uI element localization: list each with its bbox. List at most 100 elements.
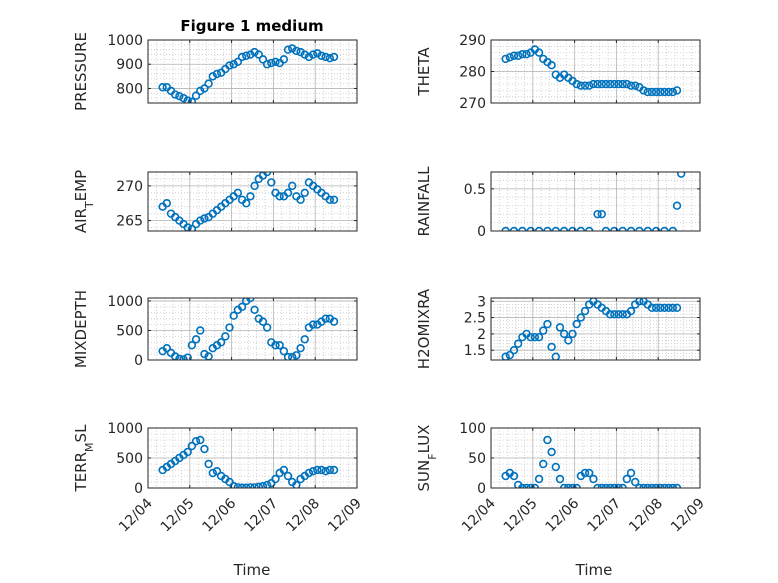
data-point [187,97,197,103]
y-tick-label: 1.5 [464,343,486,359]
data-point [668,226,678,231]
data-point [664,303,673,312]
data-point [308,50,318,59]
data-point [212,69,222,79]
data-point [626,306,636,316]
y-axis-label: TERRMSL [72,424,96,493]
data-point [271,57,280,67]
data-point [513,339,523,348]
data-point [325,195,335,204]
data-point [304,468,314,478]
data-point [179,355,188,360]
data-point [321,314,330,323]
data-point [254,50,263,59]
data-point [639,86,648,95]
data-point [296,47,305,57]
data-point [660,483,669,488]
y-tick-label: 500 [116,451,143,467]
series-markers [158,172,339,231]
x-axis-label-left: Time [233,561,271,579]
data-point [329,317,339,326]
data-point [559,226,569,231]
data-point [191,437,201,446]
data-point [526,483,535,488]
data-point [585,468,594,478]
data-point [200,444,209,454]
data-point [279,465,289,475]
data-point [250,483,259,488]
data-point [618,79,627,89]
data-point [258,317,268,326]
data-point [233,188,243,198]
data-point [275,341,284,350]
data-point [668,483,678,488]
data-point [547,342,556,352]
data-point [639,483,648,488]
data-point [568,329,577,339]
data-point [522,483,531,488]
panel-airtemp: 265 270 AIRTEMP [72,170,358,233]
data-point [501,352,510,360]
data-point [601,79,611,89]
y-tick-label: 3 [477,294,486,310]
data-point [631,81,640,90]
data-point [262,323,272,332]
y-axis-label: MIXDEPTH [72,290,90,368]
data-point [308,467,318,476]
data-point [593,209,602,219]
data-point [643,226,652,231]
data-point [576,226,586,231]
data-point [555,474,565,484]
data-point [262,60,272,69]
data-point [271,341,280,350]
y-tick-label: 2.5 [464,311,486,327]
data-point [242,51,251,60]
data-point [660,303,669,312]
data-point [518,49,527,59]
data-point [551,352,560,360]
data-point [196,435,205,445]
data-point [631,477,640,487]
data-point [518,483,527,488]
data-point [668,87,678,97]
y-tick-label: 50 [468,451,486,467]
data-point [622,474,632,484]
data-point [572,79,581,89]
data-point [304,52,314,62]
data-point [568,226,577,231]
data-point [660,226,669,231]
data-point [325,53,335,63]
data-point [580,468,590,478]
data-point [233,483,243,488]
data-point [501,226,510,231]
data-point [505,53,515,62]
data-point [258,482,268,488]
data-point [664,87,673,97]
data-point [618,226,627,231]
data-point [589,79,598,89]
data-point [200,214,209,223]
data-point [329,52,339,62]
data-point [183,96,192,103]
data-point [246,192,255,201]
data-point [651,87,661,97]
data-point [246,483,255,488]
data-point [518,226,527,231]
data-point [580,306,590,316]
data-point [233,57,243,67]
data-point [267,178,276,187]
data-point [283,188,293,198]
data-point [601,483,611,488]
data-point [221,332,230,341]
y-tick-label: 100 [459,421,486,437]
data-point [300,50,309,59]
data-point [187,341,197,350]
data-point [313,465,322,475]
data-point [635,298,644,306]
panel-theta: 270 280 290 THETA [415,33,701,112]
data-point [275,192,284,201]
data-point [572,319,581,329]
data-point [162,199,172,208]
data-point [626,468,636,478]
y-axis-label: PRESSURE [72,32,90,111]
